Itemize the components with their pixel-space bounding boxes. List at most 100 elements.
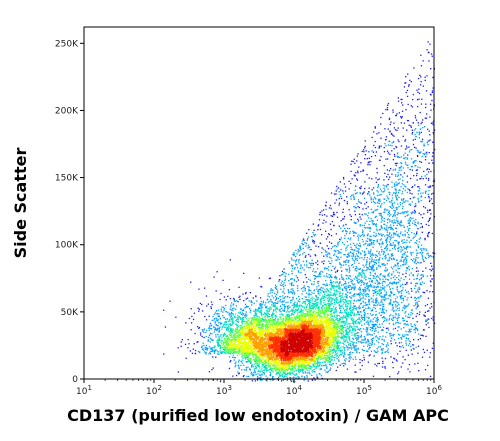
- event-point: [315, 324, 317, 326]
- event-point: [340, 318, 342, 321]
- event-point: [302, 309, 304, 311]
- event-point: [325, 326, 328, 328]
- event-point: [408, 269, 410, 271]
- event-point: [311, 296, 313, 298]
- event-point: [311, 343, 313, 345]
- event-point: [298, 305, 300, 307]
- event-point: [277, 325, 279, 327]
- event-point: [349, 306, 351, 308]
- event-point: [300, 324, 302, 326]
- event-point: [297, 323, 299, 325]
- event-point: [270, 353, 272, 355]
- event-point: [327, 362, 329, 364]
- event-point: [248, 357, 250, 360]
- event-point: [304, 365, 306, 367]
- event-point: [283, 334, 285, 337]
- event-point: [305, 349, 307, 351]
- event-point: [318, 330, 320, 332]
- event-point: [316, 323, 318, 325]
- event-point: [339, 348, 341, 350]
- event-point: [354, 330, 356, 332]
- event-point: [416, 283, 418, 285]
- event-point: [259, 371, 261, 373]
- event-point: [327, 317, 330, 319]
- event-point: [368, 348, 370, 350]
- event-point: [331, 297, 333, 299]
- event-point: [316, 351, 318, 353]
- event-point: [287, 326, 290, 328]
- event-point: [359, 341, 361, 343]
- event-point: [275, 325, 277, 328]
- event-point: [306, 364, 308, 366]
- event-point: [311, 337, 313, 340]
- event-point: [398, 334, 401, 336]
- event-point: [300, 361, 302, 363]
- event-point: [266, 380, 268, 382]
- event-point: [310, 316, 312, 318]
- event-point: [297, 367, 299, 369]
- event-point: [277, 361, 279, 363]
- event-point: [332, 363, 334, 365]
- event-point: [343, 359, 346, 361]
- event-point: [294, 360, 297, 363]
- event-point: [429, 217, 431, 219]
- event-point: [251, 364, 253, 366]
- event-point: [299, 324, 301, 326]
- event-point: [291, 365, 294, 367]
- event-point: [292, 368, 294, 370]
- event-point: [389, 244, 391, 246]
- event-point: [306, 320, 308, 322]
- event-point: [430, 170, 432, 173]
- event-point: [353, 341, 355, 344]
- event-point: [331, 339, 333, 342]
- event-point: [322, 332, 324, 334]
- event-point: [241, 362, 243, 364]
- event-point: [324, 330, 327, 332]
- event-point: [315, 352, 318, 354]
- event-point: [323, 355, 325, 357]
- event-point: [348, 338, 351, 341]
- event-point: [287, 372, 290, 375]
- event-point: [315, 358, 318, 361]
- event-point: [314, 337, 316, 340]
- event-point: [328, 350, 330, 352]
- event-point: [311, 315, 314, 317]
- event-point: [371, 323, 373, 326]
- event-point: [311, 379, 313, 381]
- event-point: [326, 340, 328, 342]
- event-point: [288, 331, 290, 334]
- event-point: [270, 379, 272, 381]
- event-point: [345, 312, 347, 314]
- event-point: [271, 377, 274, 379]
- event-point: [302, 343, 304, 345]
- event-point: [307, 343, 310, 346]
- event-point: [375, 314, 377, 316]
- event-point: [407, 324, 409, 326]
- event-point: [326, 323, 328, 325]
- event-point: [315, 306, 317, 308]
- event-point: [332, 345, 334, 347]
- event-point: [351, 322, 353, 324]
- event-point: [306, 338, 308, 340]
- event-point: [424, 175, 426, 177]
- event-point: [312, 352, 315, 354]
- event-point: [320, 368, 322, 370]
- event-point: [353, 322, 355, 324]
- event-point: [338, 332, 341, 334]
- event-point: [361, 298, 363, 300]
- event-point: [305, 354, 307, 356]
- event-point: [282, 356, 285, 358]
- event-point: [303, 330, 306, 332]
- event-point: [257, 373, 259, 375]
- event-point: [312, 334, 314, 337]
- event-point: [258, 357, 260, 360]
- event-point: [367, 162, 369, 164]
- event-point: [375, 233, 377, 235]
- event-point: [334, 340, 336, 342]
- event-point: [297, 346, 299, 348]
- event-point: [279, 363, 281, 365]
- event-point: [257, 377, 259, 379]
- event-point: [279, 375, 281, 377]
- event-point: [307, 323, 309, 325]
- event-point: [356, 257, 358, 260]
